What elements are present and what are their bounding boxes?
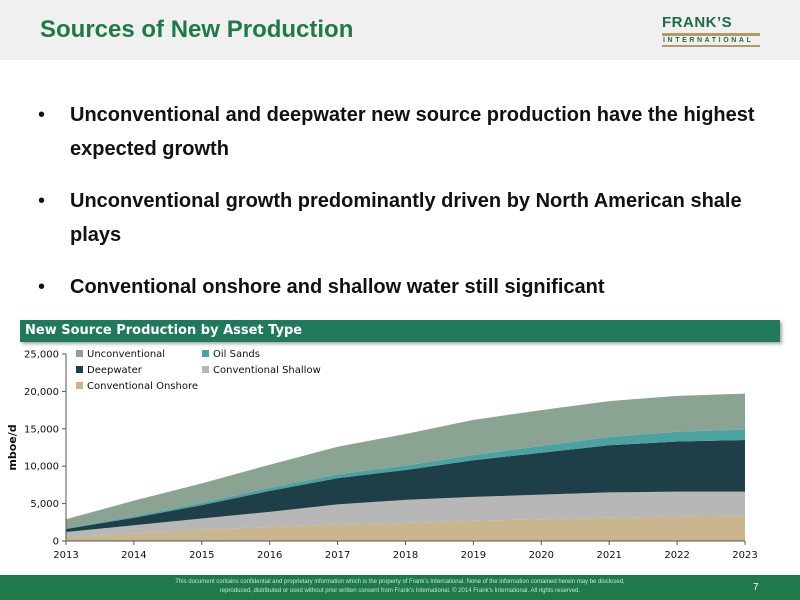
x-tick-label: 2021 <box>596 550 621 561</box>
bullet-text: Unconventional and deepwater new source … <box>70 104 755 160</box>
y-tick-label: 10,000 <box>24 462 59 473</box>
legend-label: Unconventional <box>87 349 165 360</box>
logo-rule <box>662 33 760 36</box>
area-series-deepwater <box>66 440 745 533</box>
chart-banner: New Source Production by Asset Type <box>20 320 780 342</box>
bullet-text: Conventional onshore and shallow water s… <box>70 276 605 298</box>
logo-rule-bottom <box>662 45 760 47</box>
bullet-dot: • <box>38 276 46 298</box>
x-tick-label: 2019 <box>461 550 486 561</box>
legend-swatch <box>76 350 83 357</box>
bullet-item: • Unconventional growth predominantly dri… <box>38 184 778 252</box>
bullet-list: • Unconventional and deepwater new source… <box>38 98 778 322</box>
legend-swatch <box>202 350 209 357</box>
x-tick-label: 2022 <box>664 550 689 561</box>
logo-main-text: FRANK’S <box>662 14 733 31</box>
bullet-item: • Conventional onshore and shallow water … <box>38 270 778 304</box>
area-series-unconventional <box>66 393 745 529</box>
x-tick-label: 2015 <box>189 550 214 561</box>
legend-label: Deepwater <box>87 365 143 376</box>
legend-swatch <box>202 366 209 373</box>
x-tick-label: 2023 <box>732 550 757 561</box>
bullet-text: Unconventional growth predominantly driv… <box>70 190 742 246</box>
footer-disclaimer: This document contains confidential and … <box>175 579 625 594</box>
production-area-chart: 0 5,000 10,000 15,000 20,000 25,000 2013 2014 20… <box>6 349 758 561</box>
x-tick-label: 2016 <box>257 550 282 561</box>
legend-swatch <box>76 366 83 373</box>
legend-swatch <box>76 382 83 389</box>
footer-bar: This document contains confidential and … <box>0 575 800 600</box>
area-series-conventional-shallow <box>66 491 745 538</box>
logo-sub-text: INTERNATIONAL <box>663 37 754 44</box>
area-series-oil-sands <box>66 429 745 530</box>
x-tick-label: 2017 <box>325 550 350 561</box>
y-tick-label: 20,000 <box>24 387 59 398</box>
area-series-conventional-onshore <box>66 515 745 541</box>
y-tick-label: 0 <box>53 537 59 548</box>
x-tick-label: 2014 <box>121 550 146 561</box>
page-number: 7 <box>753 582 759 593</box>
franks-logo: FRANK’S INTERNATIONAL <box>662 14 760 47</box>
y-tick-label: 5,000 <box>30 499 59 510</box>
legend-label: Conventional Shallow <box>213 365 321 376</box>
x-tick-label: 2013 <box>53 550 78 561</box>
header-bar: Sources of New Production FRANK’S INTERN… <box>0 0 800 60</box>
x-tick-label: 2018 <box>393 550 418 561</box>
bullet-dot: • <box>38 104 46 126</box>
legend-label: Conventional Onshore <box>87 381 198 392</box>
y-tick-label: 15,000 <box>24 424 59 435</box>
legend-label: Oil Sands <box>213 349 260 360</box>
chart-title: New Source Production by Asset Type <box>25 323 303 338</box>
bullet-dot: • <box>38 190 46 212</box>
x-tick-label: 2020 <box>529 550 554 561</box>
bullet-item: • Unconventional and deepwater new source… <box>38 98 778 166</box>
y-tick-label: 25,000 <box>24 350 59 361</box>
y-axis-label: mboe/d <box>6 424 19 470</box>
page-title: Sources of New Production <box>40 16 354 43</box>
